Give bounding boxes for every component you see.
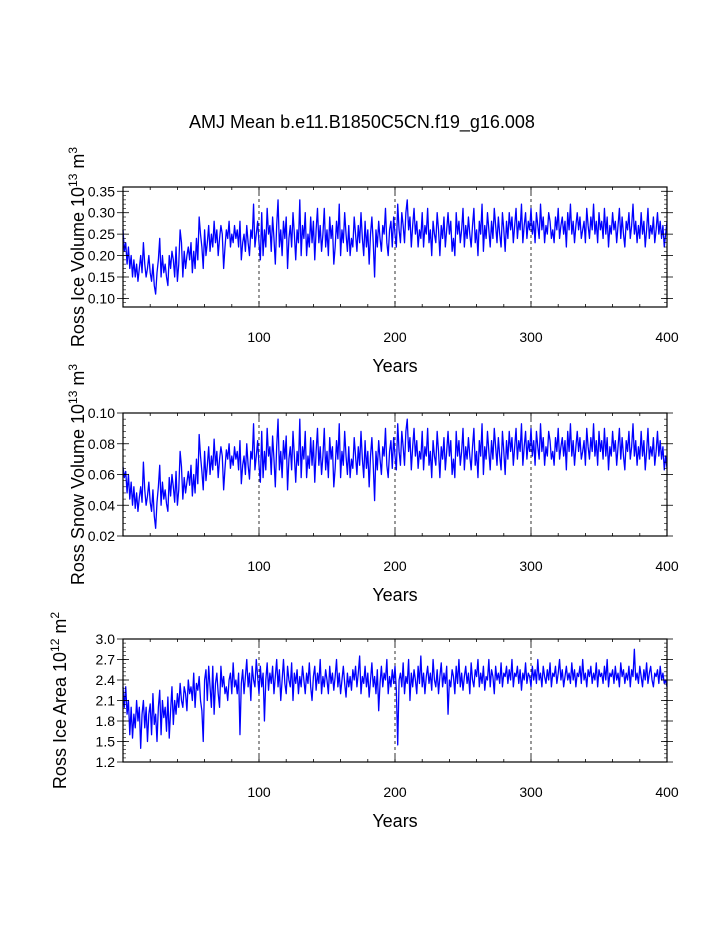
y-tick-label: 0.04 [88, 497, 115, 513]
data-line [122, 418, 668, 529]
data-line [122, 648, 668, 749]
y-tick-label: 0.10 [88, 405, 115, 421]
y-tick-label: 0.06 [88, 467, 115, 483]
y-axis-label-superscript: 13 [66, 173, 80, 187]
figure-title: AMJ Mean b.e11.B1850C5CN.f19_g16.008 [189, 112, 535, 133]
y-tick-label: 1.5 [96, 734, 116, 750]
x-tick-label: 400 [655, 558, 679, 574]
x-tick-label: 400 [655, 329, 679, 345]
y-tick-label: 0.35 [88, 183, 115, 199]
x-axis-label: Years [372, 811, 417, 831]
y-tick-label: 0.10 [88, 290, 115, 306]
y-tick-label: 1.2 [96, 754, 116, 770]
x-tick-label: 100 [247, 784, 271, 800]
y-axis-label-superscript: 3 [66, 147, 80, 154]
y-axis-label-text: m [50, 619, 70, 639]
y-tick-label: 0.15 [88, 269, 115, 285]
x-tick-label: 200 [383, 784, 407, 800]
x-axis-label: Years [372, 356, 417, 376]
data-line [122, 199, 668, 295]
y-tick-label: 0.25 [88, 226, 115, 242]
chart-panel-1: 100 200 300 400 0.10 0.15 0.20 0.25 0.30 0.35 Year… [66, 147, 679, 376]
y-axis-label: Ross Snow Volume 1013 m3 [66, 364, 88, 585]
x-tick-label: 200 [383, 558, 407, 574]
x-tick-label: 300 [519, 558, 543, 574]
y-tick-label: 0.08 [88, 436, 115, 452]
x-tick-label: 100 [247, 558, 271, 574]
y-axis-label-text: m [68, 371, 88, 391]
y-tick-label: 0.20 [88, 248, 115, 264]
x-tick-label: 400 [655, 784, 679, 800]
x-tick-label: 200 [383, 329, 407, 345]
y-axis-label-text: m [68, 154, 88, 174]
y-axis-label-text: Ross Ice Area 10 [50, 652, 70, 789]
y-tick-label: 2.4 [96, 672, 116, 688]
y-tick-label: 2.7 [96, 652, 116, 668]
y-axis-label: Ross Ice Volume 1013 m3 [66, 147, 88, 347]
chart-panel-2: 100 200 300 400 0.02 0.04 0.06 0.08 0.10 Years Ros… [66, 364, 679, 605]
y-axis-label-superscript: 12 [48, 638, 62, 652]
y-axis-label-superscript: 3 [66, 364, 80, 371]
x-tick-label: 100 [247, 329, 271, 345]
y-axis-label-superscript: 13 [66, 390, 80, 404]
y-tick-label: 2.1 [96, 693, 116, 709]
y-tick-label: 3.0 [96, 631, 116, 647]
y-tick-label: 1.8 [96, 713, 116, 729]
y-tick-label: 0.02 [88, 528, 115, 544]
y-tick-label: 0.30 [88, 205, 115, 221]
x-tick-label: 300 [519, 329, 543, 345]
y-axis-label-superscript: 2 [48, 612, 62, 619]
y-axis-label-text: Ross Ice Volume 10 [68, 187, 88, 347]
y-axis-label: Ross Ice Area 1012 m2 [48, 612, 70, 789]
x-axis-label: Years [372, 585, 417, 605]
x-tick-label: 300 [519, 784, 543, 800]
chart-panel-3: 100 200 300 400 1.2 1.5 1.8 2.1 2.4 2.7 3.0 Years Ro… [48, 612, 679, 831]
y-axis-label-text: Ross Snow Volume 10 [68, 404, 88, 585]
